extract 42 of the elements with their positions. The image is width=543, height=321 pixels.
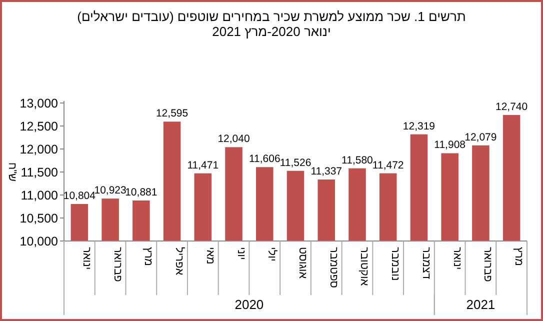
xtick: אפריל (173, 247, 186, 276)
xtick: ינואר (80, 247, 92, 270)
data-label: 10,923 (94, 184, 126, 197)
data-label: 11,908 (434, 139, 466, 152)
data-label: 12,040 (218, 133, 250, 146)
ytick: 12,000 (20, 142, 58, 156)
data-label: 12,079 (464, 131, 497, 144)
xtick: פברואר (111, 247, 124, 282)
data-label: 11,472 (372, 159, 404, 172)
xtick: ינואר (450, 247, 463, 270)
data-label: 11,526 (280, 156, 312, 169)
xtick: יוני (234, 247, 247, 260)
data-label: 11,471 (187, 159, 219, 172)
xtick: מרץ (512, 247, 525, 266)
data-label: 12,595 (156, 108, 188, 120)
ytick: 11,000 (20, 188, 58, 202)
ytick: 11,500 (20, 166, 58, 180)
data-label: 10,804 (63, 190, 96, 202)
data-label: 10,881 (125, 186, 158, 198)
xtick: פברואר (482, 247, 494, 282)
subtitle: ינואר 2020-מרץ 2021 (212, 24, 331, 39)
ytick: 10,000 (20, 234, 58, 248)
data-label: 12,319 (402, 120, 436, 132)
xtick: דצמבר (420, 247, 432, 280)
xtick: נובמבר (389, 247, 402, 281)
title: תרשים 1. שכר ממוצע למשרת שכיר במחירים שוטפים (עובדים ישראלים) (77, 9, 466, 24)
ylabel: ש"ח (6, 162, 18, 182)
xtick: ספטמבר (327, 247, 340, 288)
xtick: יולי (266, 247, 278, 262)
ytick: 13,000 (20, 96, 58, 110)
annotation: 2021 (466, 297, 496, 312)
ytick: 10,500 (20, 212, 58, 226)
xtick: אוגוסט (296, 247, 308, 279)
xtick: מרץ (142, 247, 154, 266)
data-label: 11,337 (310, 166, 342, 178)
data-label: 11,606 (248, 153, 280, 166)
annotation: 2020 (234, 297, 264, 312)
xtick: מאי (204, 247, 216, 264)
data-label: 12,740 (496, 100, 528, 113)
ytick: 12,500 (20, 120, 58, 134)
data-label: 11,580 (342, 154, 373, 166)
xtick: אוקטובר (358, 247, 370, 286)
